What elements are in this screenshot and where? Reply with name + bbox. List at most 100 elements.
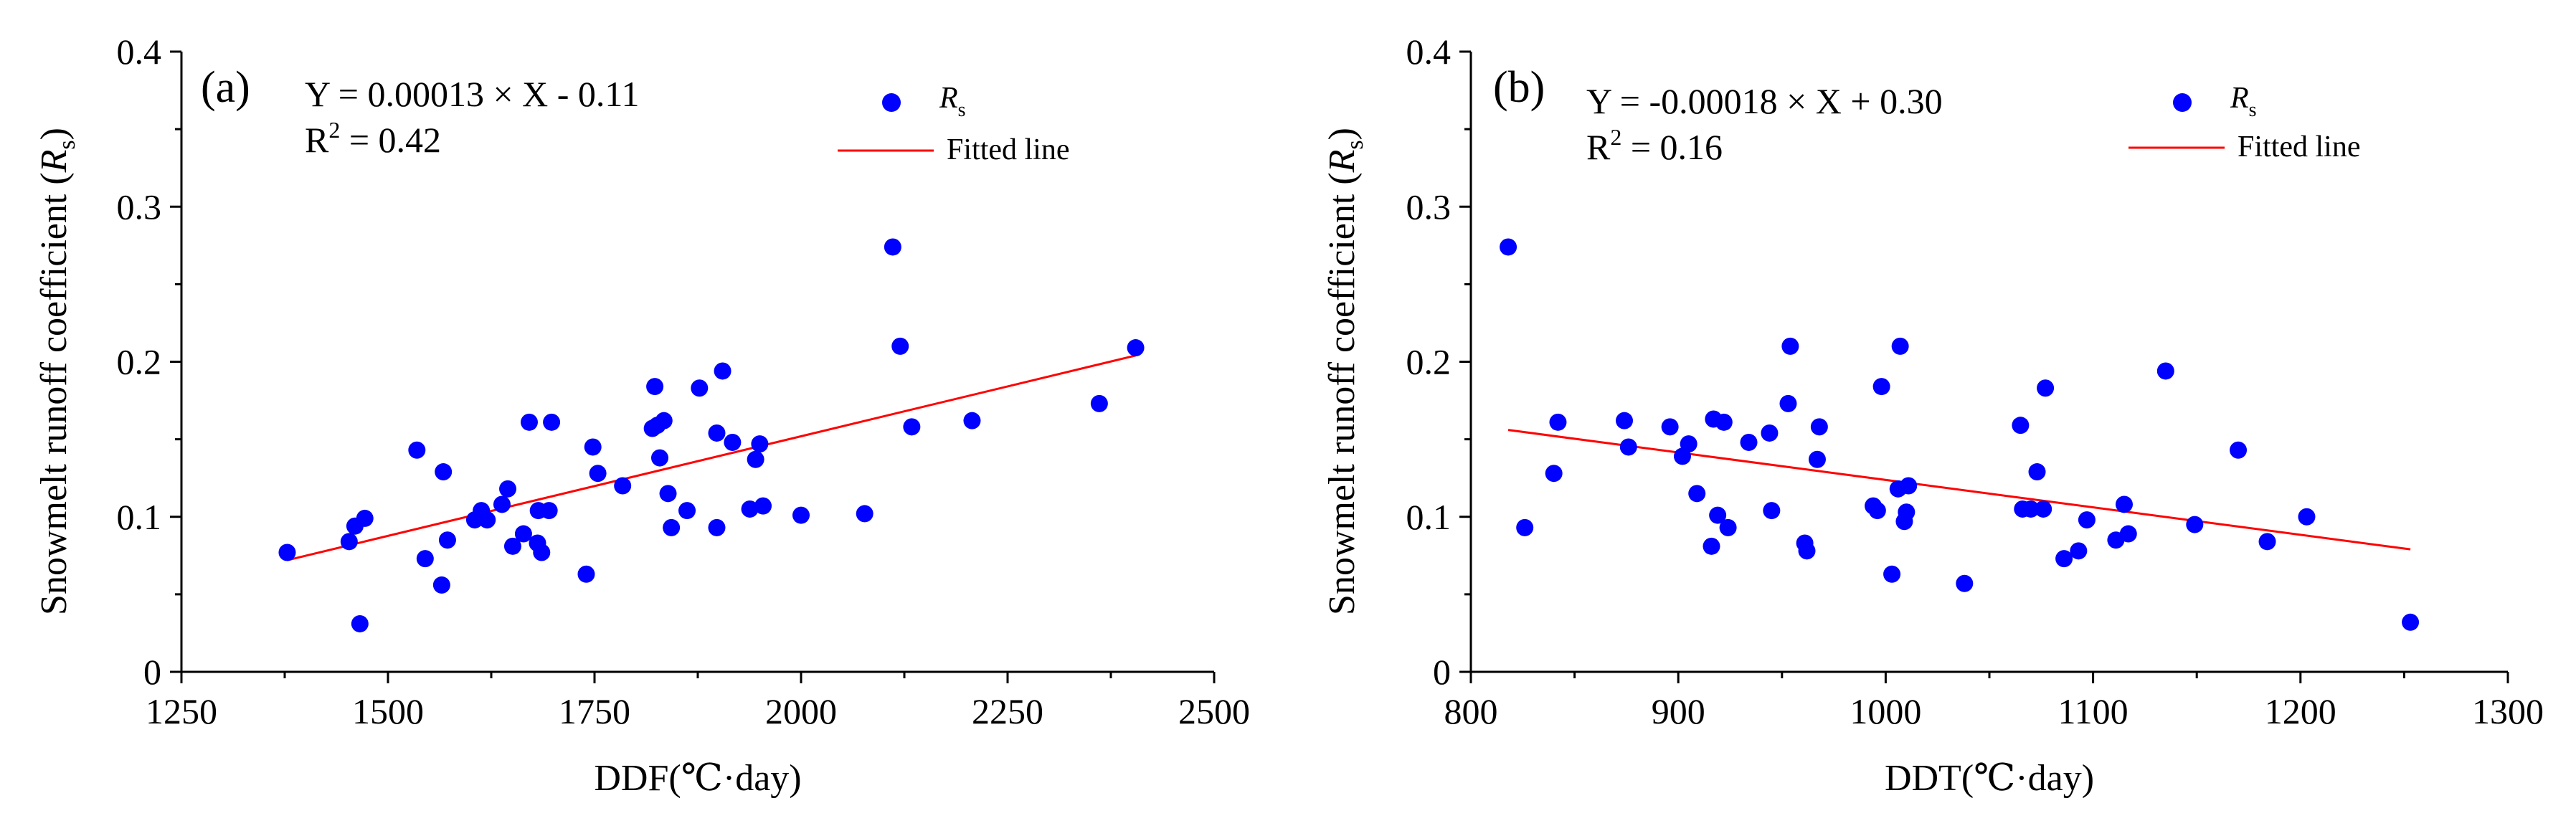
panel-a-data-point — [1090, 394, 1108, 412]
panel-b-data-point — [2078, 511, 2096, 529]
panel-b-legend-point-symbol: R — [2230, 82, 2249, 115]
panel-b-data-point — [1740, 433, 1758, 451]
panel-b-data-point — [2119, 525, 2137, 543]
panel-a: 1250 1500 1750 2000 2250 2500 0 0.1 0.2 0.3 0.4 (a… — [34, 32, 1250, 799]
panel-a-data-point — [543, 413, 561, 431]
panel-b-data-point — [1761, 424, 1779, 442]
panel-b-data-point — [1680, 435, 1697, 453]
panel-a-fitted-line — [287, 354, 1136, 561]
panel-b-data-point — [1549, 413, 1567, 431]
panel-a-data-point — [435, 463, 453, 481]
panel-a-data-point — [278, 543, 296, 561]
panel-b-data-point — [2012, 417, 2030, 435]
panel-a-data-point — [891, 337, 909, 355]
panel-a-legend-point-marker — [882, 93, 901, 112]
panel-a-data-point — [724, 433, 742, 451]
panel-b-data-point — [2230, 441, 2248, 459]
panel-b-data-point — [1781, 337, 1799, 355]
panel-b-data-point — [1808, 450, 1826, 468]
panel-b-y-tick-label: 0.1 — [1406, 497, 1452, 537]
panel-b-label: (b) — [1493, 63, 1545, 112]
panel-b-y-tick-label: 0 — [1433, 652, 1451, 692]
panel-a-x-tick-label: 2000 — [765, 691, 837, 731]
panel-a-data-point — [903, 418, 921, 436]
panel-b-data-point — [1872, 378, 1890, 396]
panel-b-ylabel-end: ) — [1322, 128, 1363, 140]
panel-b-data-point — [1619, 438, 1637, 456]
panel-a-data-point — [478, 511, 496, 529]
panel-a-data-point — [714, 362, 731, 380]
panel-a-data-point — [520, 413, 538, 431]
panel-b-data-point — [2115, 495, 2133, 513]
panel-b-data-point — [1810, 418, 1828, 436]
panel-a-data-point — [533, 543, 551, 561]
panel-a-data-point — [747, 450, 764, 468]
panel-a-data-point — [1127, 339, 1145, 357]
panel-a-label: (a) — [201, 63, 250, 112]
panel-a-points — [278, 238, 1145, 632]
panel-a-x-tick-label: 1750 — [559, 691, 630, 731]
panel-a-data-point — [884, 238, 901, 256]
panel-b-data-point — [2156, 362, 2174, 380]
panel-a-data-point — [856, 505, 873, 523]
panel-a-data-point — [655, 412, 673, 429]
panel-b-x-tick-label: 1300 — [2472, 691, 2544, 731]
panel-b-points — [1500, 238, 2420, 631]
panel-a-data-point — [963, 412, 981, 429]
panel-b-data-point — [1719, 518, 1737, 536]
panel-a-data-point — [438, 531, 456, 549]
panel-b-data-point — [2186, 516, 2204, 533]
panel-b-legend-line-label: Fitted line — [2238, 130, 2361, 163]
panel-b-x-tick-label: 1100 — [2058, 691, 2128, 731]
panel-b-ylabel: Snowmelt runoff coefficient (Rs) — [1322, 128, 1368, 615]
panel-b-data-point — [1500, 238, 1517, 256]
panel-b-data-point — [1900, 477, 1918, 495]
panel-a-data-point — [432, 576, 450, 594]
panel-b-x-tick-label: 900 — [1652, 691, 1705, 731]
panel-b-data-point — [1956, 574, 1974, 592]
panel-b-data-point — [1883, 565, 1901, 583]
panel-b-r2-value: = 0.16 — [1621, 127, 1723, 167]
panel-a-data-point — [351, 614, 369, 632]
panel-b-data-point — [1516, 518, 1534, 536]
panel-a-data-point — [708, 424, 726, 442]
panel-b-data-point — [2022, 500, 2040, 518]
panel-b-data-point — [2402, 613, 2420, 631]
panel-b-data-point — [2028, 463, 2046, 481]
panel-a-ylabel-italic: R — [34, 150, 75, 174]
panel-a-data-point — [614, 477, 632, 495]
panel-b-y-tick-label: 0.2 — [1406, 342, 1452, 382]
panel-a-data-point — [493, 495, 511, 513]
panel-b-legend: Rs Fitted line — [2128, 82, 2361, 163]
panel-a-data-point — [503, 537, 521, 555]
panel-b-data-point — [1715, 413, 1733, 431]
panel-a-equation: Y = 0.00013 × X - 0.11 — [305, 74, 640, 114]
panel-a-x-tick-label: 1500 — [352, 691, 424, 731]
panel-b-x-tick-label: 800 — [1444, 691, 1498, 731]
panel-a-xlabel: DDF(℃·day) — [594, 758, 801, 799]
panel-a-ylabel: Snowmelt runoff coefficient (Rs) — [34, 128, 80, 615]
panel-b-legend-point-label: Rs — [2230, 82, 2257, 121]
panel-b-data-point — [2055, 550, 2073, 568]
panel-a-y-tick-label: 0.4 — [117, 32, 162, 72]
panel-b-legend-point-subscript: s — [2249, 99, 2257, 121]
panel-a-data-point — [651, 449, 669, 467]
panel-a-x-tick-label: 1250 — [146, 691, 217, 731]
panel-b-legend-point-marker — [2173, 93, 2192, 112]
panel-b-r2-prefix: R — [1586, 127, 1611, 167]
panel-b-ylabel-sub: s — [1342, 140, 1368, 149]
panel-b-tick-labels: 800 900 1000 1100 1200 1300 0 0.1 0.2 0.3 0.4 — [1406, 32, 2544, 731]
panel-b-ticks — [1459, 50, 2509, 683]
panel-a-data-point — [646, 378, 664, 396]
panel-a-y-tick-label: 0.2 — [117, 342, 162, 382]
panel-a-y-tick-label: 0.1 — [117, 497, 162, 537]
panel-b-x-tick-label: 1200 — [2265, 691, 2336, 731]
panel-b-y-tick-label: 0.3 — [1406, 186, 1452, 227]
panel-a-tick-labels: 1250 1500 1750 2000 2250 2500 0 0.1 0.2 0.3 0.4 — [117, 32, 1251, 731]
panel-a-data-point — [589, 465, 607, 483]
panel-b-data-point — [1688, 485, 1706, 503]
panel-b-data-point — [1891, 337, 1909, 355]
panel-a-data-point — [416, 550, 434, 568]
panel-a-legend-point-symbol: R — [939, 82, 958, 115]
panel-a-data-point — [340, 533, 358, 551]
